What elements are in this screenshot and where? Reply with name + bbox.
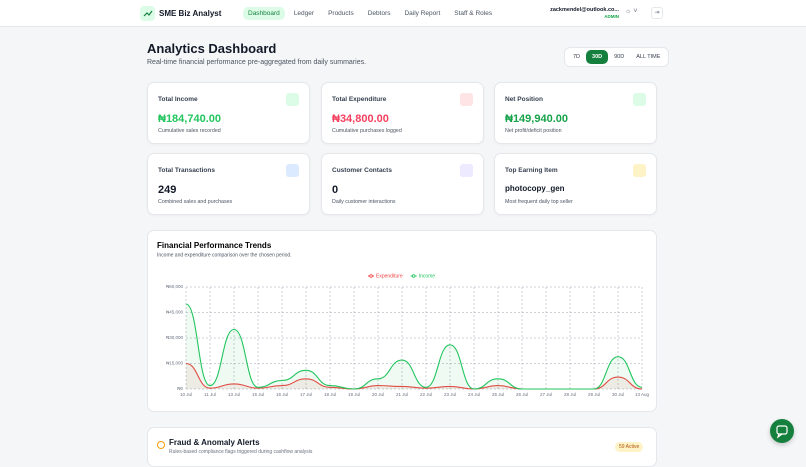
y-tick-label: ₦0: [177, 386, 183, 391]
nav-item[interactable]: Dashboard: [243, 7, 285, 20]
card-title: Top Earning Item: [505, 167, 558, 174]
chart-subtitle: Income and expenditure comparison over t…: [157, 252, 292, 258]
x-tick-label: 30 Jul: [612, 392, 624, 397]
card-icon: [460, 164, 473, 177]
card-title: Total Income: [158, 96, 198, 103]
page-title: Analytics Dashboard: [147, 41, 277, 56]
x-tick-label: 26 Jul: [516, 392, 528, 397]
card-icon: [460, 93, 473, 106]
x-tick-label: 19 Jul: [348, 392, 360, 397]
stat-card: Total Transactions 249 Combined sales and …: [147, 153, 310, 215]
alerts-card: Fraud & Anomaly Alerts Rules-based compl…: [147, 427, 657, 467]
card-note: Net profit/deficit position: [505, 128, 562, 134]
card-icon: [286, 93, 299, 106]
range-button[interactable]: 90D: [614, 54, 625, 60]
x-tick-label: 13 Aug: [635, 392, 650, 397]
y-tick-label: ₦15,000: [166, 361, 184, 366]
card-value: 249: [158, 184, 177, 196]
x-tick-label: 28 Jul: [564, 392, 576, 397]
x-tick-label: 25 Jul: [492, 392, 504, 397]
x-tick-label: 11 Jul: [204, 392, 216, 397]
x-tick-label: 13 Jul: [228, 392, 240, 397]
card-note: Combined sales and purchases: [158, 199, 233, 205]
x-tick-label: 22 Jul: [420, 392, 432, 397]
range-button[interactable]: ALL TIME: [636, 54, 661, 60]
x-tick-label: 16 Jul: [276, 392, 288, 397]
x-tick-label: 18 Jul: [324, 392, 336, 397]
range-button[interactable]: 7D: [573, 54, 581, 60]
series-line: [185, 303, 643, 390]
card-value: 0: [332, 184, 339, 196]
alert-icon: [157, 441, 165, 449]
alerts-subtitle: Rules-based compliance flags triggered d…: [169, 449, 313, 455]
y-tick-label: ₦60,000: [166, 284, 184, 289]
x-tick-label: 17 Jul: [300, 392, 312, 397]
range-button[interactable]: 30D: [586, 50, 609, 64]
card-note: Most frequent daily top seller: [505, 199, 573, 205]
stat-card: Customer Contacts 0 Daily customer interac…: [321, 153, 484, 215]
user-role: ADMIN: [604, 14, 619, 19]
nav-item[interactable]: Staff & Roles: [454, 10, 493, 17]
nav-item[interactable]: Ledger: [293, 10, 315, 17]
card-note: Cumulative sales recorded: [158, 128, 221, 134]
card-value: photocopy_gen: [505, 184, 565, 193]
nav-item[interactable]: Daily Report: [404, 10, 441, 17]
brand-logo: [140, 6, 155, 21]
brand-name: SME Biz Analyst: [159, 9, 222, 18]
card-note: Cumulative purchases logged: [332, 128, 402, 134]
card-title: Net Position: [505, 96, 543, 103]
page-subtitle: Real-time financial performance pre-aggr…: [147, 59, 367, 66]
x-tick-label: 21 Jul: [396, 392, 408, 397]
x-tick-label: 23 Jul: [444, 392, 456, 397]
logout-button[interactable]: ⇥: [651, 7, 663, 19]
series-area: [186, 304, 642, 389]
y-tick-label: ₦45,000: [166, 310, 184, 315]
nav-menu: Dashboard Ledger Products Debtors Daily Repo…: [243, 7, 501, 20]
trend-chart: Financial Performance Trends Income and …: [157, 241, 650, 397]
card-value: ₦34,800.00: [332, 113, 389, 125]
stat-card: Net Position ₦149,940.00 Net profit/defici…: [494, 82, 657, 144]
card-value: ₦149,940.00: [505, 113, 568, 125]
card-title: Customer Contacts: [332, 167, 392, 174]
card-title: Total Expenditure: [332, 96, 387, 103]
x-tick-label: 15 Jul: [252, 392, 264, 397]
card-value: ₦184,740.00: [158, 113, 221, 125]
top-nav: SME Biz Analyst Dashboard Ledger Products D…: [0, 0, 806, 27]
nav-item[interactable]: Products: [328, 10, 354, 17]
chart-title: Financial Performance Trends: [157, 241, 272, 250]
legend-label: Expenditure: [376, 273, 403, 279]
stat-card: Top Earning Item photocopy_gen Most freque…: [494, 153, 657, 215]
legend-dot: [411, 274, 416, 278]
x-tick-label: 24 Jul: [468, 392, 480, 397]
chat-button[interactable]: [770, 419, 794, 443]
theme-toggle[interactable]: ☼ ˅: [625, 8, 638, 15]
series-area: [186, 363, 642, 389]
x-tick-label: 27 Jul: [540, 392, 552, 397]
range-selector: 7D 30D 90D ALL TIME: [564, 47, 670, 67]
y-tick-label: ₦30,000: [166, 335, 184, 340]
alerts-title: Fraud & Anomaly Alerts: [169, 438, 260, 447]
alerts-badge: 59 Active: [615, 442, 644, 452]
card-icon: [633, 93, 646, 106]
card-title: Total Transactions: [158, 167, 215, 174]
card-icon: [286, 164, 299, 177]
card-note: Daily customer interactions: [332, 199, 396, 205]
stat-card: Total Expenditure ₦34,800.00 Cumulative pu…: [321, 82, 484, 144]
nav-item[interactable]: Debtors: [367, 10, 391, 17]
legend-dot: [369, 274, 373, 278]
x-tick-label: 29 Jul: [588, 392, 600, 397]
user-email: zackmendel@outlook.co...: [550, 7, 619, 13]
card-icon: [633, 164, 646, 177]
x-tick-label: 10 Jul: [180, 392, 192, 397]
x-tick-label: 20 Jul: [372, 392, 384, 397]
legend-label: Income: [419, 273, 436, 279]
stat-card: Total Income ₦184,740.00 Cumulative sales …: [147, 82, 310, 144]
